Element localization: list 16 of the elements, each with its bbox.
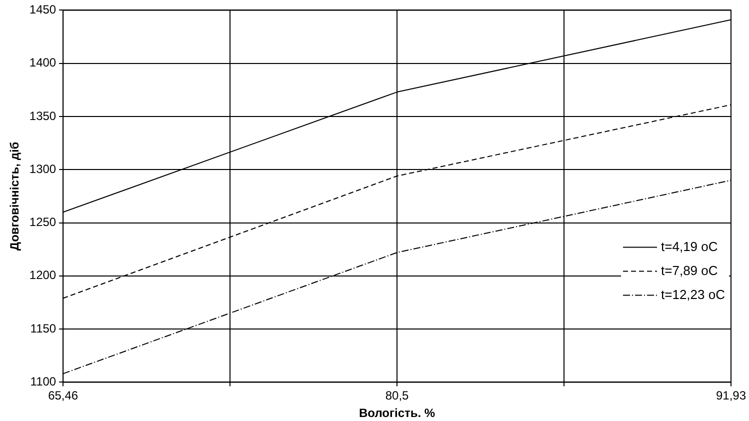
y-tick-label: 1250 (29, 215, 56, 230)
x-axis-title: Вологість. % (358, 406, 436, 420)
y-tick-label: 1150 (30, 321, 56, 336)
y-tick-label: 1300 (29, 162, 56, 176)
y-tick-label: 1200 (29, 268, 56, 282)
y-tick-label: 1450 (29, 2, 56, 17)
legend-label: t=4,19 oC (661, 238, 718, 254)
legend-label: t=7,89 oC (661, 262, 718, 278)
x-tick-label: 91,93 (716, 388, 746, 403)
y-axis-title: Довговічність, діб (8, 142, 22, 251)
y-tick-label: 1100 (30, 374, 56, 389)
x-tick-label: 65,46 (48, 388, 78, 403)
y-tick-label: 1400 (29, 56, 56, 70)
legend-label: t=12,23 oC (661, 286, 725, 302)
y-tick-label: 1350 (29, 108, 56, 123)
x-tick-label: 80,5 (385, 388, 410, 403)
